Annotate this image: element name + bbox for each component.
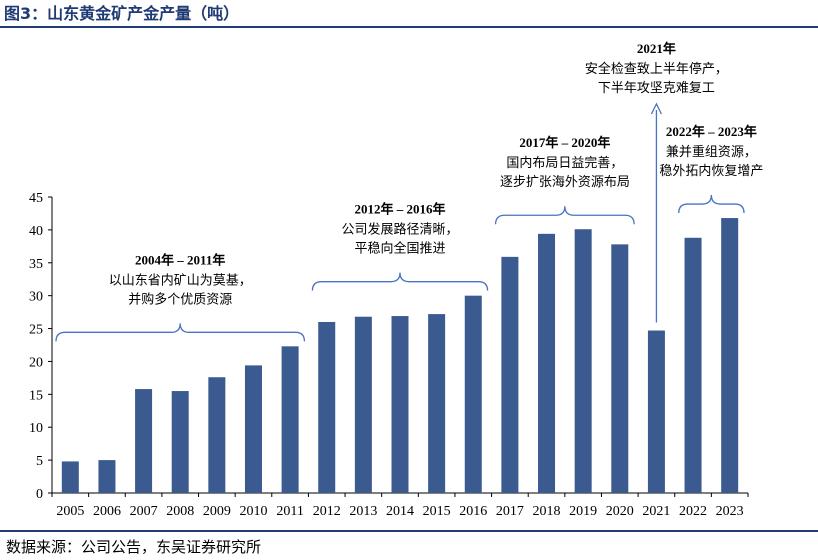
x-tick-label: 2016 — [459, 504, 487, 519]
annotation-line: 兼并重组资源， — [666, 144, 757, 160]
x-tick-label: 2020 — [606, 504, 634, 519]
bar — [354, 316, 372, 493]
bar — [391, 316, 409, 493]
x-tick-label: 2019 — [569, 504, 597, 519]
bar — [208, 377, 226, 493]
bar — [61, 461, 79, 493]
x-tick-label: 2009 — [203, 504, 231, 519]
bar — [721, 218, 739, 493]
y-tick-label: 20 — [29, 355, 43, 370]
y-tick-label: 10 — [29, 421, 43, 436]
figure-title: 图3：山东黄金矿产金产量（吨） — [4, 4, 240, 23]
x-tick-label: 2013 — [349, 504, 377, 519]
bar — [318, 321, 336, 493]
annotation-brace — [494, 206, 635, 225]
y-tick-label: 25 — [29, 323, 43, 338]
bar — [611, 244, 629, 493]
bar — [574, 229, 592, 493]
bar — [428, 314, 446, 493]
y-tick-label: 15 — [29, 388, 43, 403]
annotation-line: 安全检查致上半年停产， — [585, 61, 728, 77]
annotation-line: 下半年攻坚克难复工 — [598, 81, 715, 96]
chart-axes: 0 5 10 15 20 25 30 35 40 45 2005 2006 2007 2008 2009 20… — [29, 191, 749, 519]
bar — [464, 295, 482, 493]
x-tick-label: 2006 — [93, 504, 121, 519]
bar — [171, 391, 189, 493]
bottom-rule — [0, 530, 818, 532]
annotation-line: 逐步扩张海外资源布局 — [500, 175, 630, 190]
bar — [98, 460, 116, 493]
annotation-heading: 2004年 – 2011年 — [135, 252, 225, 267]
bar — [647, 330, 665, 493]
x-tick-label: 2007 — [130, 504, 158, 519]
annotation-arrowhead — [650, 102, 663, 115]
annotation-brace — [678, 195, 745, 214]
bar — [244, 365, 262, 493]
x-tick-label: 2008 — [166, 504, 194, 519]
y-tick-label: 35 — [29, 257, 43, 272]
y-tick-label: 45 — [29, 191, 43, 206]
annotation-heading: 2017年 – 2020年 — [519, 135, 610, 150]
top-rule — [0, 26, 818, 28]
annotation-line: 公司发展路径清晰， — [341, 222, 458, 238]
annotation-line: 并购多个优质资源 — [128, 291, 232, 307]
y-tick-label: 0 — [36, 487, 43, 502]
x-tick-label: 2012 — [313, 504, 341, 519]
x-tick-label: 2005 — [56, 504, 84, 519]
bar — [501, 256, 519, 493]
x-tick-label: 2017 — [496, 504, 524, 519]
bar — [281, 346, 299, 493]
chart-bars — [61, 218, 739, 493]
y-tick-label: 5 — [36, 454, 43, 469]
bar — [684, 237, 702, 493]
bar — [538, 233, 556, 493]
annotation-line: 以山东省内矿山为莫基， — [109, 272, 252, 288]
x-tick-label: 2023 — [716, 504, 744, 519]
annotation-brace — [55, 323, 306, 342]
annotation-heading: 2012年 – 2016年 — [354, 202, 445, 217]
x-tick-label: 2018 — [533, 504, 561, 519]
annotation-brace — [311, 272, 489, 291]
x-tick-label: 2015 — [423, 504, 451, 519]
source-note: 数据来源：公司公告，东吴证券研究所 — [6, 538, 262, 556]
x-tick-label: 2021 — [642, 504, 670, 519]
annotation-line: 稳外拓内恢复增产 — [659, 163, 763, 179]
annotation-line: 平稳向全国推进 — [354, 241, 445, 257]
annotation-heading: 2021年 — [637, 41, 676, 56]
x-tick-label: 2011 — [276, 504, 303, 519]
y-tick-label: 30 — [29, 290, 43, 305]
annotation-heading: 2022年 – 2023年 — [666, 124, 757, 139]
x-tick-label: 2010 — [239, 504, 267, 519]
bar — [135, 389, 153, 493]
x-tick-label: 2022 — [679, 504, 707, 519]
annotation-line: 国内布局日益完善， — [506, 155, 623, 171]
x-tick-label: 2014 — [386, 504, 414, 519]
y-tick-label: 40 — [29, 224, 43, 239]
